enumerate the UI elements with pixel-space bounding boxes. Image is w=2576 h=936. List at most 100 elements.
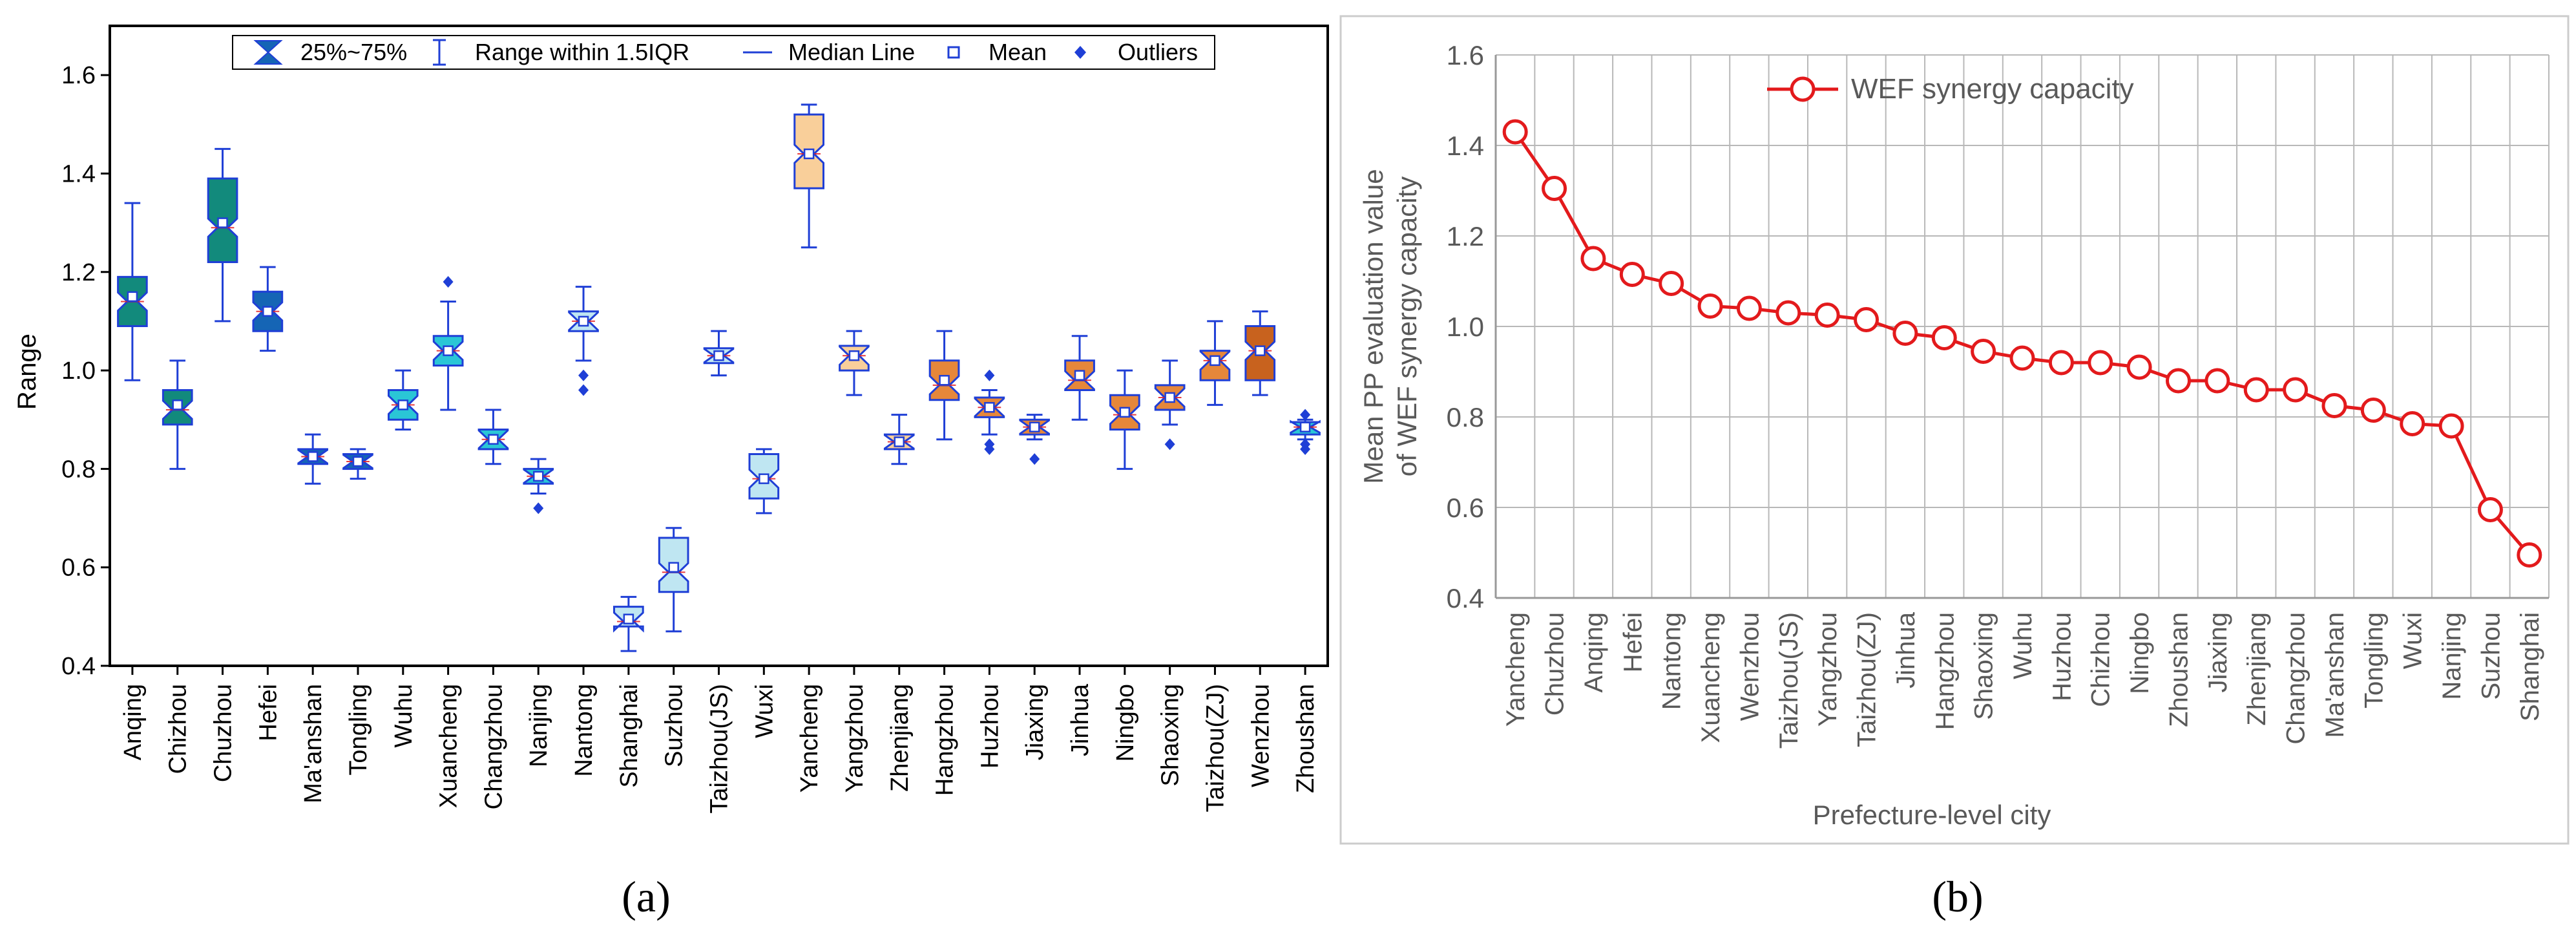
x-tick-label: Wuhu — [2009, 612, 2037, 679]
data-point — [2243, 377, 2269, 403]
box-jiaxing — [1019, 414, 1050, 465]
x-tick-label: Nantong — [1658, 612, 1686, 710]
data-point — [1580, 246, 1606, 271]
box-shanghai — [613, 595, 644, 652]
mean-marker — [894, 436, 905, 447]
data-point — [2009, 345, 2035, 371]
x-tick-label: Taizhou(JS) — [1775, 612, 1803, 749]
data-point — [2477, 497, 2503, 522]
x-tick-label: Xuancheng — [435, 684, 463, 808]
x-tick-label: Chuzhou — [1541, 612, 1569, 716]
mean-marker — [1255, 345, 1266, 356]
box-wuhu — [388, 369, 419, 431]
mean-marker — [443, 345, 454, 356]
y-tick-label: 0.4 — [61, 653, 96, 680]
mean-marker — [1164, 392, 1175, 403]
x-tick-label: Ningbo — [2126, 612, 2154, 694]
data-point — [1892, 321, 1918, 346]
x-tick-label: Nanjing — [525, 684, 552, 767]
outlier-point — [1029, 453, 1040, 465]
x-tick-label: Chuzhou — [210, 684, 237, 782]
x-tick-label: Anqing — [1580, 612, 1608, 693]
legend-series-label: WEF synergy capacity — [1851, 73, 2134, 105]
legend-iqr-box-icon — [253, 40, 283, 65]
x-tick-label: Shaoxing — [1157, 684, 1184, 786]
panel-a-box-plot: 0.4 0.6 0.8 1.0 1.2 1.4 1.6 Anqing Chizhou Chuzh… — [13, 25, 1329, 921]
y-tick-label: 0.8 — [1447, 402, 1484, 432]
y-tick-label: 1.6 — [1447, 40, 1484, 70]
x-tick-label: Ma'anshan — [2321, 612, 2349, 738]
mean-marker — [172, 399, 183, 410]
data-point — [1502, 119, 1528, 145]
y-tick-label: 1.4 — [61, 160, 96, 187]
data-point — [2204, 368, 2230, 394]
data-point — [2517, 542, 2542, 568]
mean-marker — [352, 456, 364, 467]
x-tick-label: Jinhua — [1892, 612, 1920, 688]
legend-iqr-label: 25%~75% — [300, 39, 407, 65]
y-tick-label: 1.2 — [1447, 221, 1484, 251]
x-tick-label: Suzhou — [2477, 612, 2505, 700]
mean-marker — [1119, 407, 1131, 418]
x-tick-label: Hangzhou — [932, 684, 959, 796]
x-tick-label: Tongling — [2360, 612, 2388, 708]
box-suzhou — [658, 527, 689, 633]
x-tick-label: Wenzhou — [1247, 684, 1274, 787]
data-point — [1659, 271, 1684, 296]
outlier-point — [533, 502, 544, 515]
x-tick-label: Hefei — [255, 684, 282, 741]
x-tick-label: Changzhou — [2282, 612, 2310, 745]
box-huzhou — [974, 369, 1005, 455]
mean-marker — [532, 471, 544, 482]
x-tick-label: Yangzhou — [1814, 612, 1842, 727]
x-tick-label: Taizhou(ZJ) — [1202, 684, 1229, 813]
x-tick-label: Shanghai — [616, 684, 643, 788]
outlier-point — [984, 369, 995, 381]
y-tick-label: 0.6 — [61, 555, 96, 582]
x-tick-label: Wuxi — [2399, 612, 2427, 669]
box-ma-anshan — [297, 433, 328, 485]
x-tick-label: Zhenjiang — [2243, 612, 2271, 726]
y-tick-label: 0.8 — [61, 456, 96, 483]
data-point — [1814, 303, 1840, 328]
panel-b-legend: WEF synergy capacity — [1767, 73, 2134, 105]
data-point — [1775, 300, 1801, 326]
data-point — [1971, 339, 1996, 364]
data-point — [1697, 293, 1723, 319]
panel-b-label: (b) — [1932, 872, 1983, 921]
x-tick-label: Jinhua — [1067, 683, 1094, 756]
x-tick-label: Zhenjiang — [886, 684, 914, 792]
box-wenzhou — [1244, 310, 1276, 396]
legend-marker-icon — [1790, 76, 1816, 102]
x-tick-label: Yancheng — [796, 684, 823, 792]
y-tick-label: 1.2 — [61, 259, 96, 286]
outlier-point — [1300, 443, 1311, 455]
mean-marker — [488, 434, 499, 445]
panel-b-y-axis-label-line-2: of WEF synergy capacity — [1392, 176, 1422, 476]
data-point — [1931, 325, 1957, 350]
outlier-point — [578, 384, 589, 396]
x-tick-label: Wuxi — [751, 684, 778, 738]
x-tick-label: Nanjing — [2438, 612, 2466, 700]
data-point — [1619, 262, 1645, 287]
x-tick-label: Taizhou(JS) — [706, 684, 733, 814]
mean-marker — [1299, 421, 1311, 432]
mean-marker — [307, 451, 319, 462]
outlier-point — [984, 443, 995, 455]
x-tick-label: Zhoushan — [2164, 612, 2193, 727]
x-tick-label: Huzhou — [2047, 612, 2076, 701]
x-tick-label: Shaoxing — [1970, 612, 1998, 720]
mean-marker — [127, 291, 138, 303]
panel-a-legend: 25%~75% Range within 1.5IQR Median Line … — [232, 35, 1215, 70]
box-yancheng — [793, 103, 824, 249]
x-tick-label: Yancheng — [1502, 612, 1530, 727]
mean-marker — [623, 613, 634, 624]
data-point — [2048, 350, 2074, 376]
data-point — [2283, 377, 2309, 403]
outlier-point — [443, 276, 454, 288]
x-tick-label: Chizhou — [165, 684, 192, 774]
mean-marker — [848, 350, 860, 361]
box-taizhou-js- — [703, 330, 735, 377]
outlier-point — [1164, 438, 1175, 451]
